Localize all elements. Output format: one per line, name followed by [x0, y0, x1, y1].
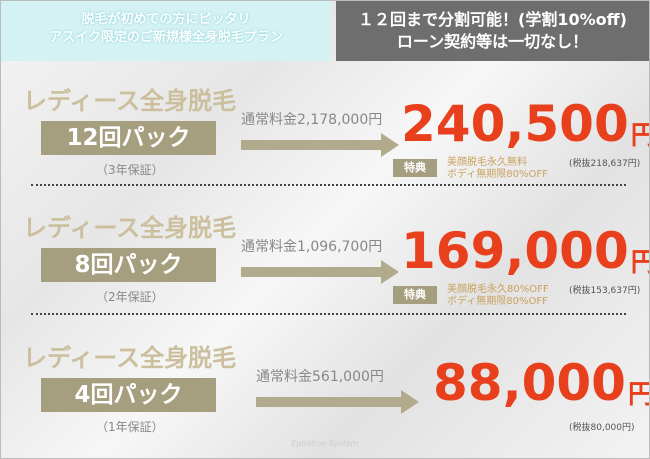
perk-badge: 特典	[393, 286, 437, 304]
separator	[31, 313, 626, 315]
arrow	[241, 260, 399, 284]
header-left: 脱毛が初めての方にピッタリ アスイク限定のご新規様全身脱毛プラン	[1, 1, 331, 61]
pack-label: 8回パック	[41, 248, 216, 282]
header-line: 脱毛が初めての方にピッタリ	[81, 12, 251, 27]
header-line: アスイク限定のご新規様全身脱毛プラン	[49, 30, 283, 45]
perk-item: ボディ無期限80%OFF	[447, 169, 548, 180]
price-unit: 円	[631, 115, 649, 152]
plan-title: レディース全身脱毛	[23, 344, 237, 372]
plan-title: レディース全身脱毛	[23, 87, 237, 115]
header-line: １２回まで分割可能！(学割10%off)	[358, 10, 627, 29]
perk-item: 美顔脱毛永久無料	[447, 157, 527, 168]
tax-note: (税抜80,000円)	[569, 423, 635, 433]
regular-price: 通常料金2,178,000円	[241, 112, 383, 128]
perk-item: ボディ無期限80%OFF	[447, 296, 548, 307]
price-unit: 円	[631, 242, 649, 279]
price: 169,000	[401, 222, 629, 280]
warranty: （1年保証）	[96, 420, 164, 434]
arrow-shape	[241, 133, 399, 157]
tax-note: (税抜153,637円)	[569, 286, 641, 296]
tax-note: (税抜218,637円)	[569, 159, 641, 169]
perk-item: 美顔脱毛永久80%OFF	[447, 284, 549, 295]
regular-price: 通常料金561,000円	[256, 369, 384, 385]
arrow-shape	[256, 390, 419, 414]
pack-label: 4回パック	[41, 378, 216, 412]
arrow-shape	[241, 260, 399, 284]
footer: Epilation System	[291, 439, 359, 448]
arrow	[241, 133, 399, 157]
price-unit: 円	[628, 374, 649, 411]
warranty: （3年保証）	[96, 163, 164, 177]
price: 240,500	[401, 95, 629, 153]
pack-label: 12回パック	[41, 121, 216, 155]
perk-badge: 特典	[393, 159, 437, 177]
regular-price: 通常料金1,096,700円	[241, 239, 383, 255]
warranty: （2年保証）	[96, 290, 164, 304]
arrow	[256, 390, 419, 414]
plan-title: レディース全身脱毛	[23, 214, 237, 242]
price: 88,000	[433, 354, 626, 412]
separator	[31, 184, 626, 186]
header-line: ローン契約等は一切なし！	[396, 32, 589, 51]
header-right: １２回まで分割可能！(学割10%off) ローン契約等は一切なし！	[336, 1, 649, 61]
